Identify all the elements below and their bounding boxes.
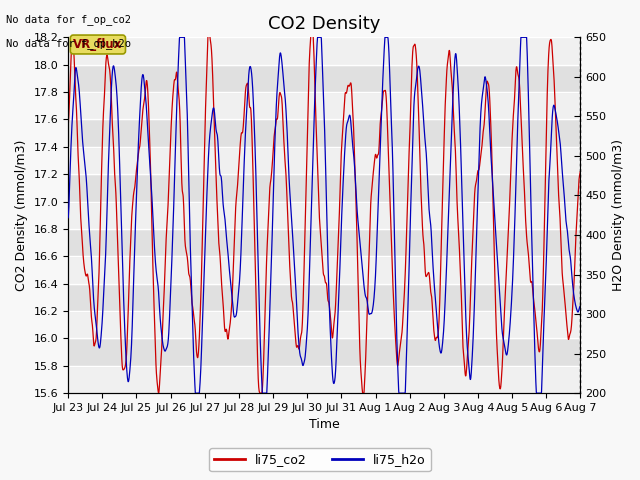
Bar <box>68 366 580 393</box>
Bar <box>68 256 580 284</box>
Bar <box>68 202 580 229</box>
Text: VR_flux: VR_flux <box>73 38 122 51</box>
Bar <box>68 229 580 256</box>
Text: No data for f_op_co2: No data for f_op_co2 <box>6 14 131 25</box>
Title: CO2 Density: CO2 Density <box>268 15 381 33</box>
Bar <box>68 311 580 338</box>
Bar <box>68 147 580 174</box>
X-axis label: Time: Time <box>309 419 340 432</box>
Bar <box>68 37 580 65</box>
Legend: li75_co2, li75_h2o: li75_co2, li75_h2o <box>209 448 431 471</box>
Bar <box>68 174 580 202</box>
Bar <box>68 284 580 311</box>
Y-axis label: CO2 Density (mmol/m3): CO2 Density (mmol/m3) <box>15 140 28 291</box>
Bar <box>68 120 580 147</box>
Y-axis label: H2O Density (mmol/m3): H2O Density (mmol/m3) <box>612 139 625 291</box>
Text: No data for f_op_h2o: No data for f_op_h2o <box>6 38 131 49</box>
Bar <box>68 65 580 92</box>
Bar <box>68 92 580 120</box>
Bar <box>68 338 580 366</box>
